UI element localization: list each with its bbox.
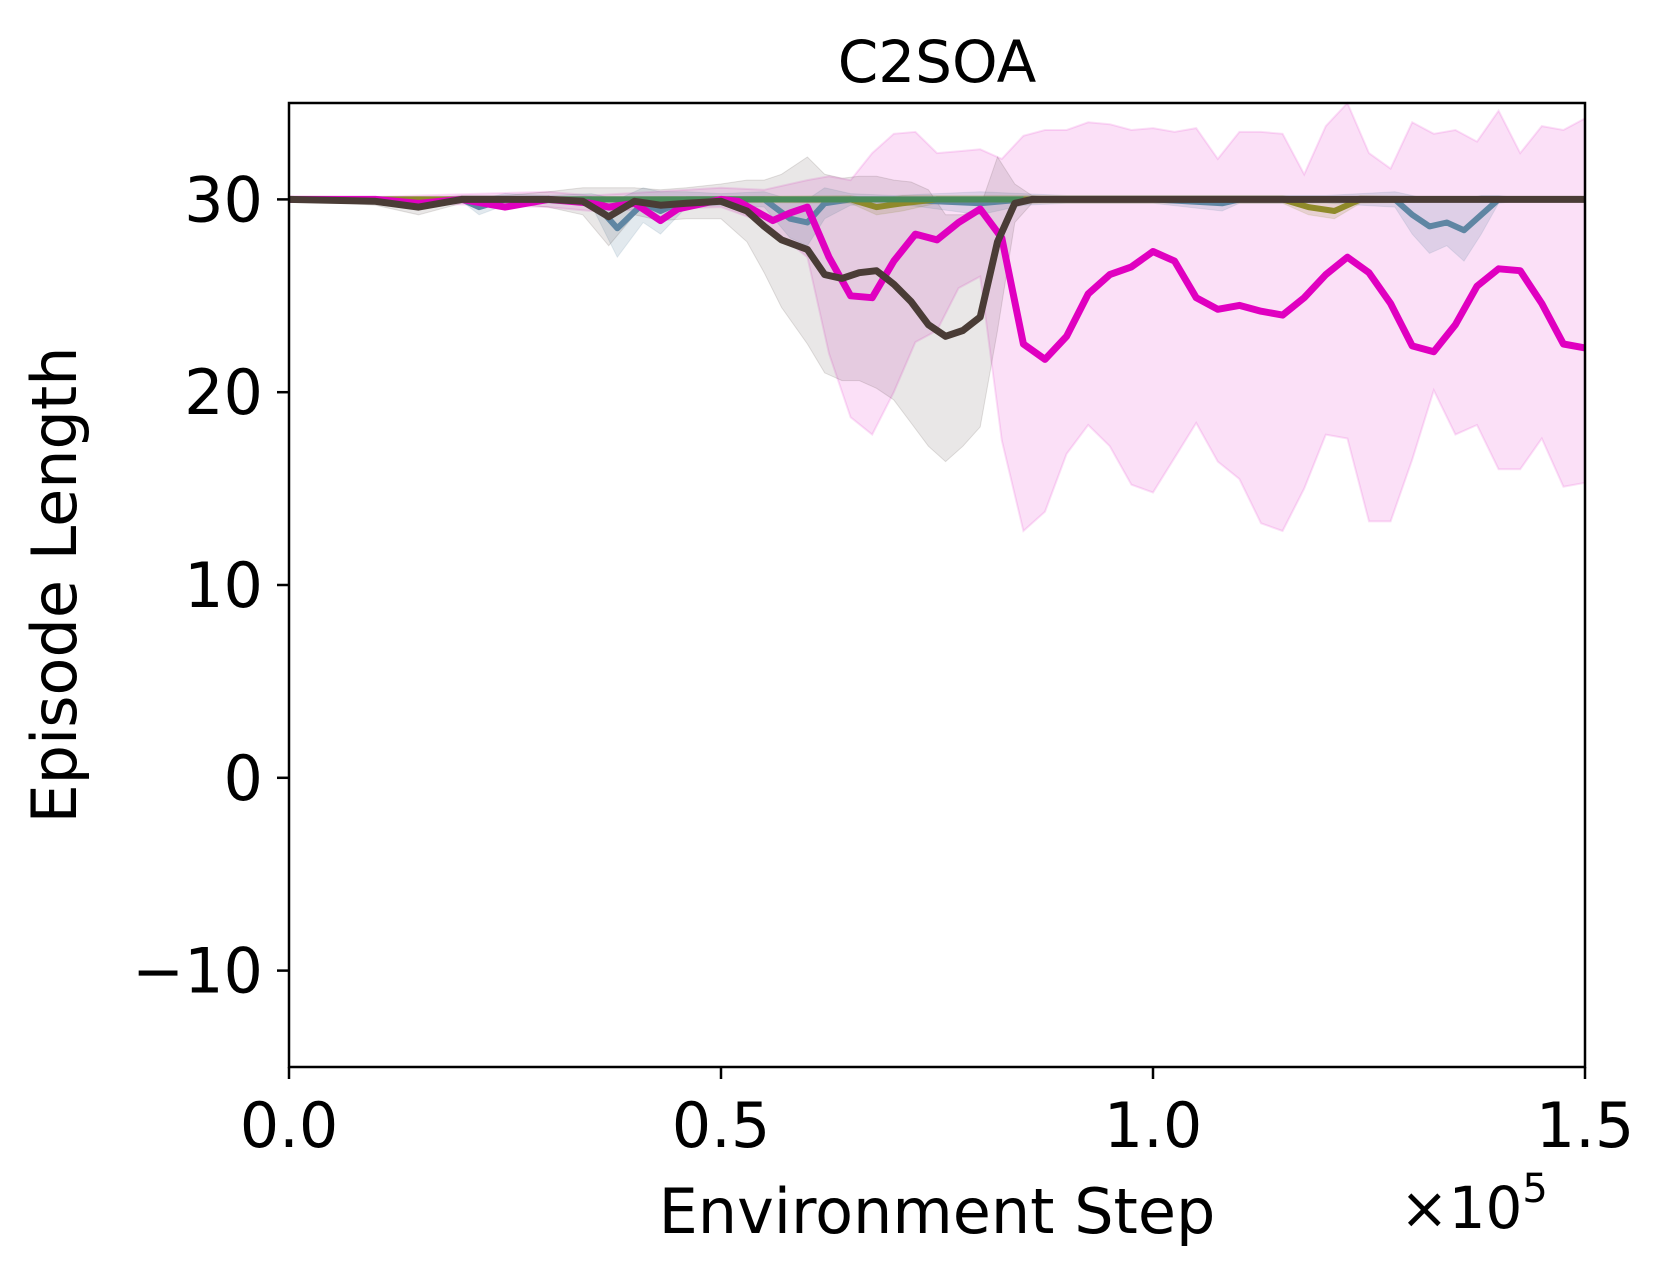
x-multiplier-base: ×10	[1400, 1174, 1522, 1242]
series-line-magenta	[289, 195, 1586, 363]
x-tick-label: 1.5	[1536, 1089, 1635, 1162]
axis-ticks: 0.0 0.5 1.0 1.5 −10 0 10 20 30	[132, 163, 1634, 1162]
band-dark-brown	[288, 155, 1585, 463]
y-axis-label: Episode Length	[18, 346, 91, 823]
x-tick-label: 0.0	[240, 1089, 339, 1162]
x-tick-label: 0.5	[672, 1089, 771, 1162]
series-line-dark-brown	[288, 195, 1585, 340]
x-multiplier: ×105	[1400, 1166, 1548, 1242]
y-tick-label: −10	[132, 935, 263, 1008]
confidence-bands	[288, 101, 1586, 533]
y-tick-label: 20	[184, 356, 263, 429]
x-tick-label: 1.0	[1104, 1089, 1203, 1162]
x-axis-label: Environment Step	[659, 1175, 1216, 1248]
chart-title: C2SOA	[838, 28, 1037, 96]
series-lines	[288, 195, 1586, 363]
y-tick-label: 0	[224, 742, 263, 815]
x-multiplier-exponent: 5	[1522, 1166, 1547, 1212]
y-tick-label: 30	[184, 163, 263, 236]
y-tick-label: 10	[184, 549, 263, 622]
